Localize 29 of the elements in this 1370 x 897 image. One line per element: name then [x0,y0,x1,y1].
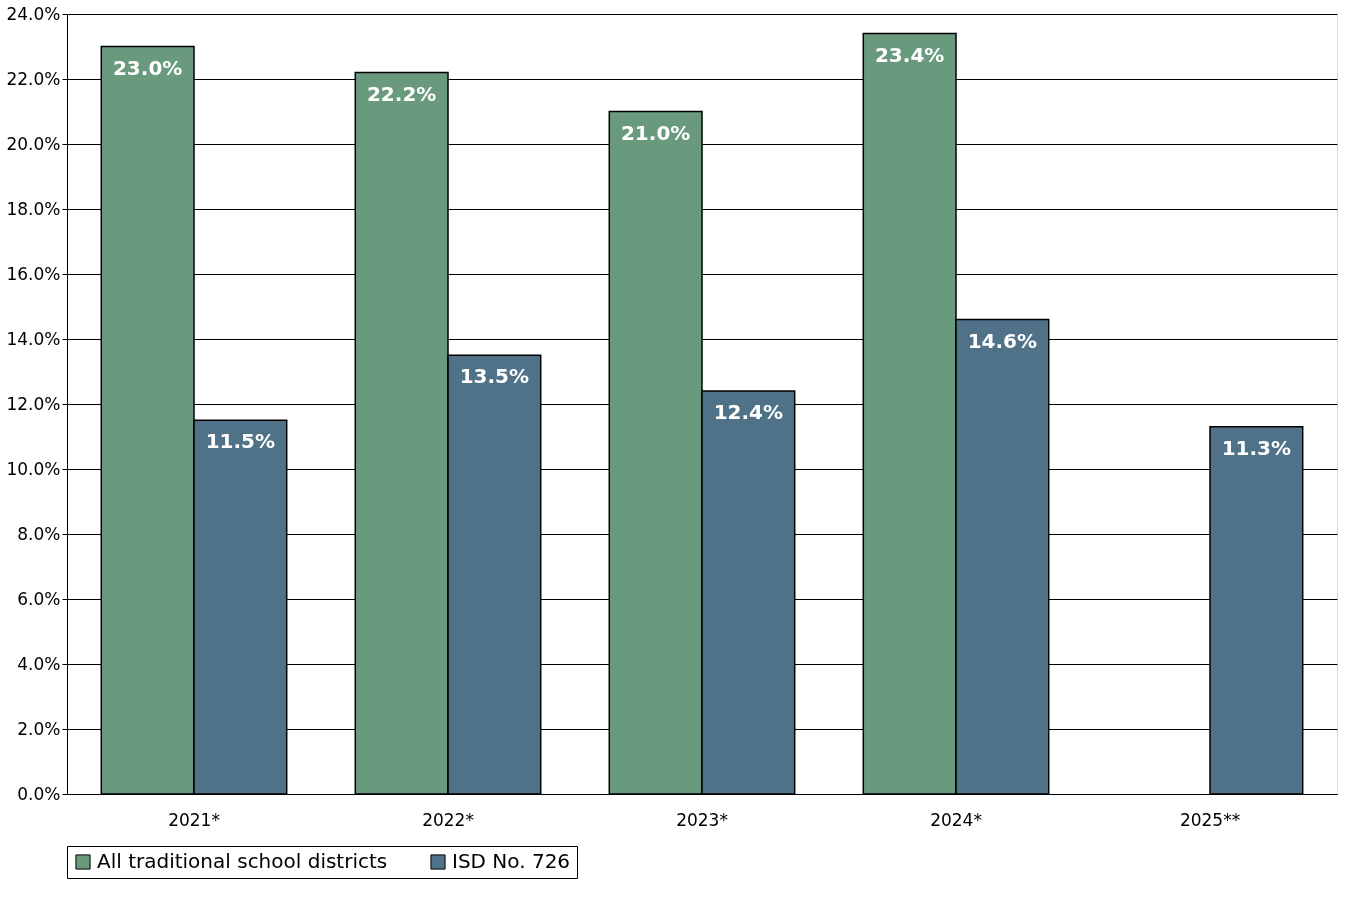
y-tick-label: 4.0% [17,653,61,674]
data-label: 11.5% [205,429,276,454]
y-tick-label: 8.0% [17,523,61,544]
data-label: 14.6% [967,328,1038,353]
data-label: 23.4% [874,42,945,67]
x-tick-label: 2025** [1179,809,1241,830]
y-tick-label: 12.0% [6,393,61,414]
y-tick-label: 10.0% [6,458,61,479]
data-label: 22.2% [366,81,437,106]
y-tick-label: 20.0% [6,133,61,154]
data-label: 13.5% [459,364,530,389]
data-label: 21.0% [620,120,691,145]
y-tick-label: 16.0% [6,263,61,284]
data-label: 23.0% [112,55,183,80]
y-tick-label: 24.0% [6,3,61,24]
x-tick-label: 2021* [168,809,220,830]
y-tick-label: 2.0% [17,718,61,739]
x-tick-label: 2023* [676,809,728,830]
y-tick-label: 14.0% [6,328,61,349]
y-tick-label: 22.0% [6,68,61,89]
legend-label: ISD No. 726 [452,849,571,873]
x-tick-label: 2024* [930,809,982,830]
data-label: 12.4% [713,400,784,424]
legend-label: All traditional school districts [97,849,388,873]
y-tick-label: 6.0% [17,588,61,609]
y-tick-label: 18.0% [6,198,61,219]
x-tick-label: 2022* [422,809,474,830]
y-tick-label: 0.0% [17,783,61,804]
data-label: 11.3% [1221,435,1292,460]
